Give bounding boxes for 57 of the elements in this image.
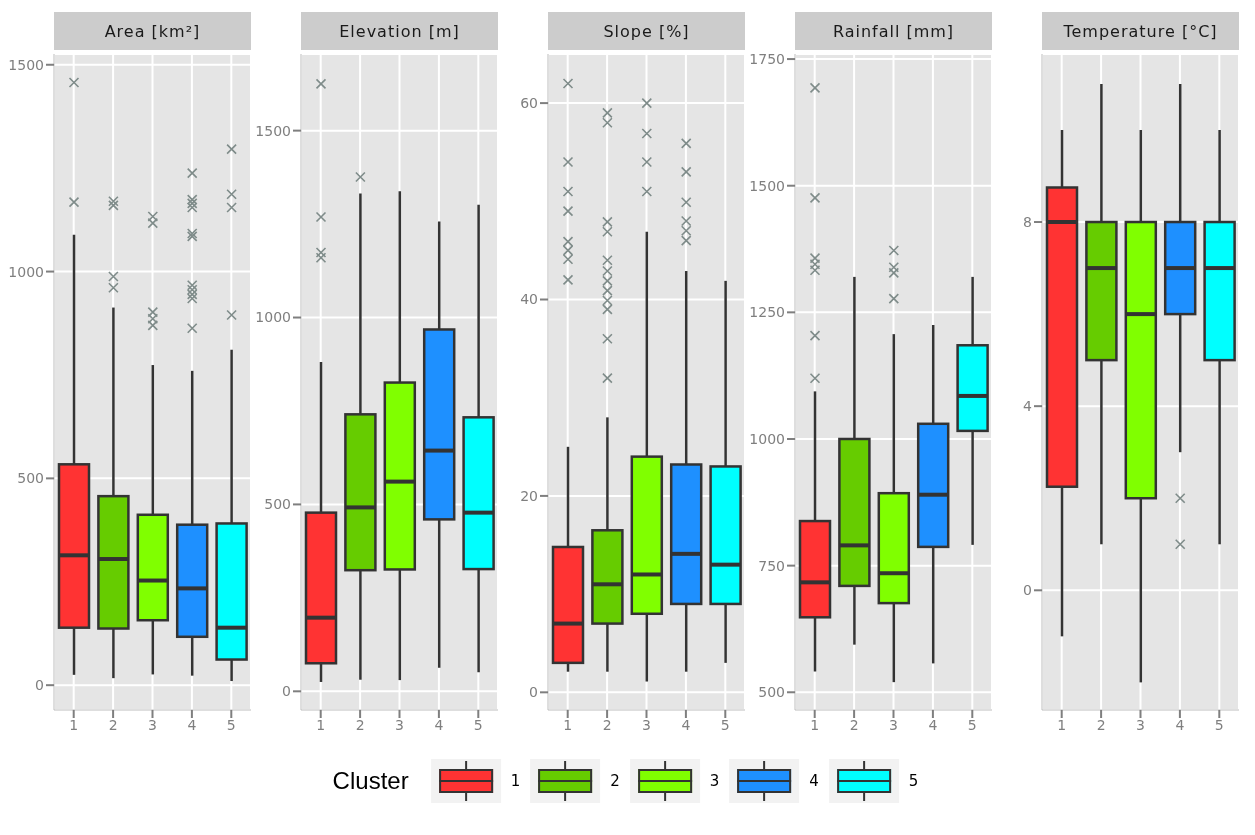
x-tick-label: 5 xyxy=(1214,716,1224,733)
legend-label: 5 xyxy=(908,772,919,790)
legend-label: 1 xyxy=(510,772,521,790)
legend-label: 4 xyxy=(809,772,819,790)
y-tick-label: 0 xyxy=(282,683,291,700)
x-tick-label: 5 xyxy=(967,716,977,733)
x-tick-label: 4 xyxy=(187,716,197,733)
legend-label: 3 xyxy=(709,772,720,790)
y-tick-label: 0 xyxy=(1023,582,1032,599)
x-tick-label: 2 xyxy=(849,716,859,733)
x-tick-label: 3 xyxy=(889,716,898,733)
x-tick-label: 3 xyxy=(1136,716,1145,733)
x-tick-label: 5 xyxy=(473,716,483,733)
y-tick-label: 1250 xyxy=(749,304,785,321)
chart-title: Rainfall [mm] xyxy=(795,12,992,50)
y-tick-label: 0 xyxy=(529,684,538,701)
chart-title: Temperature [°C] xyxy=(1042,12,1239,50)
y-tick-label: 60 xyxy=(520,95,538,112)
x-tick-label: 1 xyxy=(69,716,79,733)
x-tick-label: 2 xyxy=(355,716,365,733)
y-tick-label: 500 xyxy=(264,496,291,513)
y-tick-label: 500 xyxy=(758,684,785,701)
x-tick-label: 2 xyxy=(602,716,612,733)
y-tick-label: 8 xyxy=(1023,214,1032,230)
x-tick-label: 3 xyxy=(148,716,157,733)
y-tick-label: 4 xyxy=(1023,398,1033,415)
y-tick-label: 1750 xyxy=(749,51,785,68)
y-tick-label: 0 xyxy=(35,677,44,694)
legend-title: Cluster xyxy=(332,767,409,795)
y-tick-label: 750 xyxy=(758,557,785,574)
x-tick-label: 5 xyxy=(226,716,236,733)
x-tick-label: 1 xyxy=(563,716,573,733)
x-tick-label: 4 xyxy=(1175,716,1185,733)
x-tick-label: 1 xyxy=(316,716,326,733)
x-tick-label: 5 xyxy=(720,716,730,733)
x-tick-label: 4 xyxy=(681,716,691,733)
y-tick-label: 1500 xyxy=(8,56,44,73)
chart-title: Elevation [m] xyxy=(301,12,498,50)
chart-title: Slope [%] xyxy=(548,12,745,50)
x-tick-label: 4 xyxy=(928,716,938,733)
legend-label: 2 xyxy=(610,772,620,790)
y-tick-label: 1000 xyxy=(255,309,291,326)
x-tick-label: 3 xyxy=(642,716,651,733)
y-tick-label: 1500 xyxy=(749,177,785,194)
y-tick-label: 20 xyxy=(520,487,538,504)
y-tick-label: 500 xyxy=(17,470,44,487)
y-tick-label: 40 xyxy=(520,291,538,308)
y-tick-label: 1000 xyxy=(8,263,44,280)
y-tick-label: 1000 xyxy=(749,430,785,447)
y-tick-label: 1500 xyxy=(255,122,291,139)
x-tick-label: 1 xyxy=(810,716,820,733)
x-tick-label: 2 xyxy=(1096,716,1106,733)
x-tick-label: 3 xyxy=(395,716,404,733)
chart-title: Area [km²] xyxy=(54,12,251,50)
x-tick-label: 1 xyxy=(1057,716,1067,733)
x-tick-label: 2 xyxy=(108,716,118,733)
x-tick-label: 4 xyxy=(434,716,444,733)
